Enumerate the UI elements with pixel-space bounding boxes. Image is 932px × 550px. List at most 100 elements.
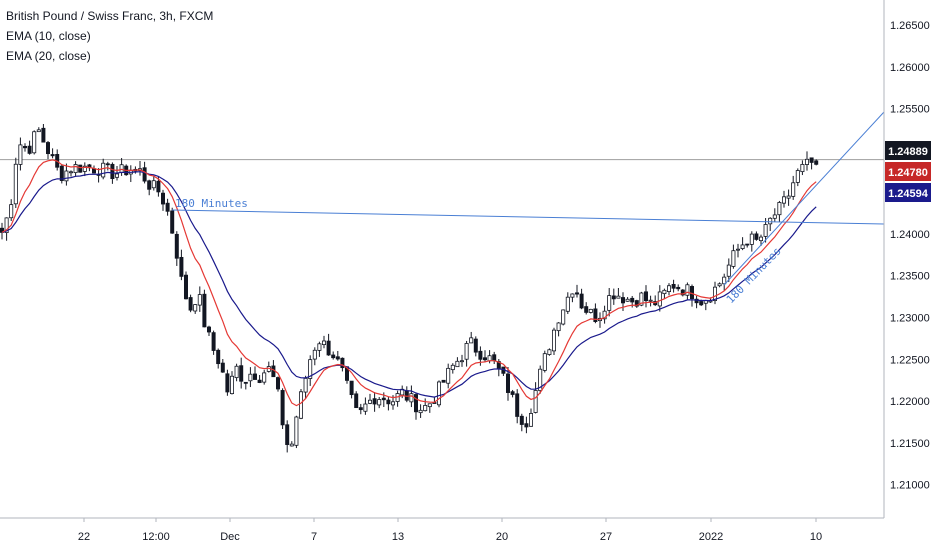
candle xyxy=(174,231,179,266)
candle xyxy=(418,404,423,418)
candle xyxy=(372,391,377,412)
candle-body xyxy=(469,337,474,344)
candle-body xyxy=(473,338,478,353)
candle-body xyxy=(690,286,695,300)
candle xyxy=(740,237,745,251)
candle-body xyxy=(229,375,234,395)
candle xyxy=(662,288,667,299)
candle xyxy=(694,295,699,309)
candle-body xyxy=(165,202,170,212)
candle-body xyxy=(211,332,216,351)
candle-body xyxy=(464,343,469,360)
candle-body xyxy=(685,284,690,296)
candle-body xyxy=(634,300,639,307)
candle xyxy=(41,123,46,143)
candle-body xyxy=(349,380,354,396)
candle xyxy=(538,365,543,394)
candle-body xyxy=(303,377,308,393)
candle-body xyxy=(340,357,345,369)
candle xyxy=(119,158,124,176)
candle xyxy=(188,294,193,313)
candle-body xyxy=(519,415,524,425)
price-badge-label: 1.24594 xyxy=(888,188,929,200)
candle-body xyxy=(170,210,175,234)
y-tick-label: 1.23500 xyxy=(890,271,930,283)
candle xyxy=(13,157,18,208)
ema-layer xyxy=(1,159,817,407)
candle xyxy=(529,408,534,427)
ema-20-line xyxy=(1,171,817,398)
candle xyxy=(648,295,653,307)
candle xyxy=(266,361,271,373)
candle-body xyxy=(13,163,18,205)
candle xyxy=(524,416,529,434)
price-badge-bg xyxy=(885,141,931,160)
price-badge: 1.24594 xyxy=(885,183,931,202)
candle-body xyxy=(648,299,653,302)
candle xyxy=(598,312,603,328)
candle-body xyxy=(252,373,257,380)
y-tick-label: 1.22000 xyxy=(890,396,930,408)
y-tick-label: 1.21000 xyxy=(890,480,930,492)
legend-ema-10: EMA (10, close) xyxy=(6,29,91,43)
candle xyxy=(413,392,418,420)
candle-body xyxy=(657,291,662,307)
candle xyxy=(298,389,303,420)
candle xyxy=(588,308,593,314)
candle xyxy=(257,375,262,384)
candle xyxy=(183,271,188,300)
candle-body xyxy=(22,145,27,149)
candle xyxy=(561,309,566,326)
candle xyxy=(667,283,672,296)
price-badge-label: 1.24889 xyxy=(888,146,928,158)
candle xyxy=(308,355,313,386)
candle-body xyxy=(538,368,543,391)
candle xyxy=(367,393,372,405)
candle-body xyxy=(298,391,303,419)
candle xyxy=(50,148,55,159)
candle-body xyxy=(533,390,538,413)
candle-body xyxy=(156,180,161,193)
candle xyxy=(726,258,731,283)
candle-body xyxy=(206,326,211,333)
candle-body xyxy=(575,292,580,295)
candle xyxy=(262,369,267,385)
candle-body xyxy=(418,409,423,414)
candle-body xyxy=(423,405,428,412)
candle-body xyxy=(312,349,317,360)
candle xyxy=(625,297,630,302)
candle xyxy=(423,398,428,412)
candle xyxy=(289,441,294,447)
candle-body xyxy=(147,180,152,190)
candle-body xyxy=(579,293,584,309)
candle xyxy=(441,379,446,383)
candle xyxy=(294,415,299,449)
candle-body xyxy=(556,322,561,332)
candle-body xyxy=(36,129,41,133)
candle-body xyxy=(542,353,547,371)
candle-body xyxy=(413,394,418,413)
candle xyxy=(248,367,253,388)
candle xyxy=(786,189,791,206)
ema-10-line xyxy=(1,159,817,407)
candle xyxy=(22,143,27,152)
candle xyxy=(436,380,441,408)
candle-body xyxy=(482,357,487,361)
x-tick-label: Dec xyxy=(220,531,240,543)
candle xyxy=(275,376,280,392)
candle-body xyxy=(239,365,244,382)
candle xyxy=(377,396,382,409)
candle-body xyxy=(262,372,267,383)
price-badge: 1.24780 xyxy=(885,162,931,181)
candle xyxy=(731,244,736,269)
candle xyxy=(607,287,612,317)
candle-body xyxy=(561,309,566,325)
candle-body xyxy=(786,195,791,199)
candle-body xyxy=(82,165,87,172)
candle-body xyxy=(321,340,326,346)
legend-ema-20: EMA (20, close) xyxy=(6,49,91,63)
candle xyxy=(455,357,460,368)
candle xyxy=(55,149,60,171)
